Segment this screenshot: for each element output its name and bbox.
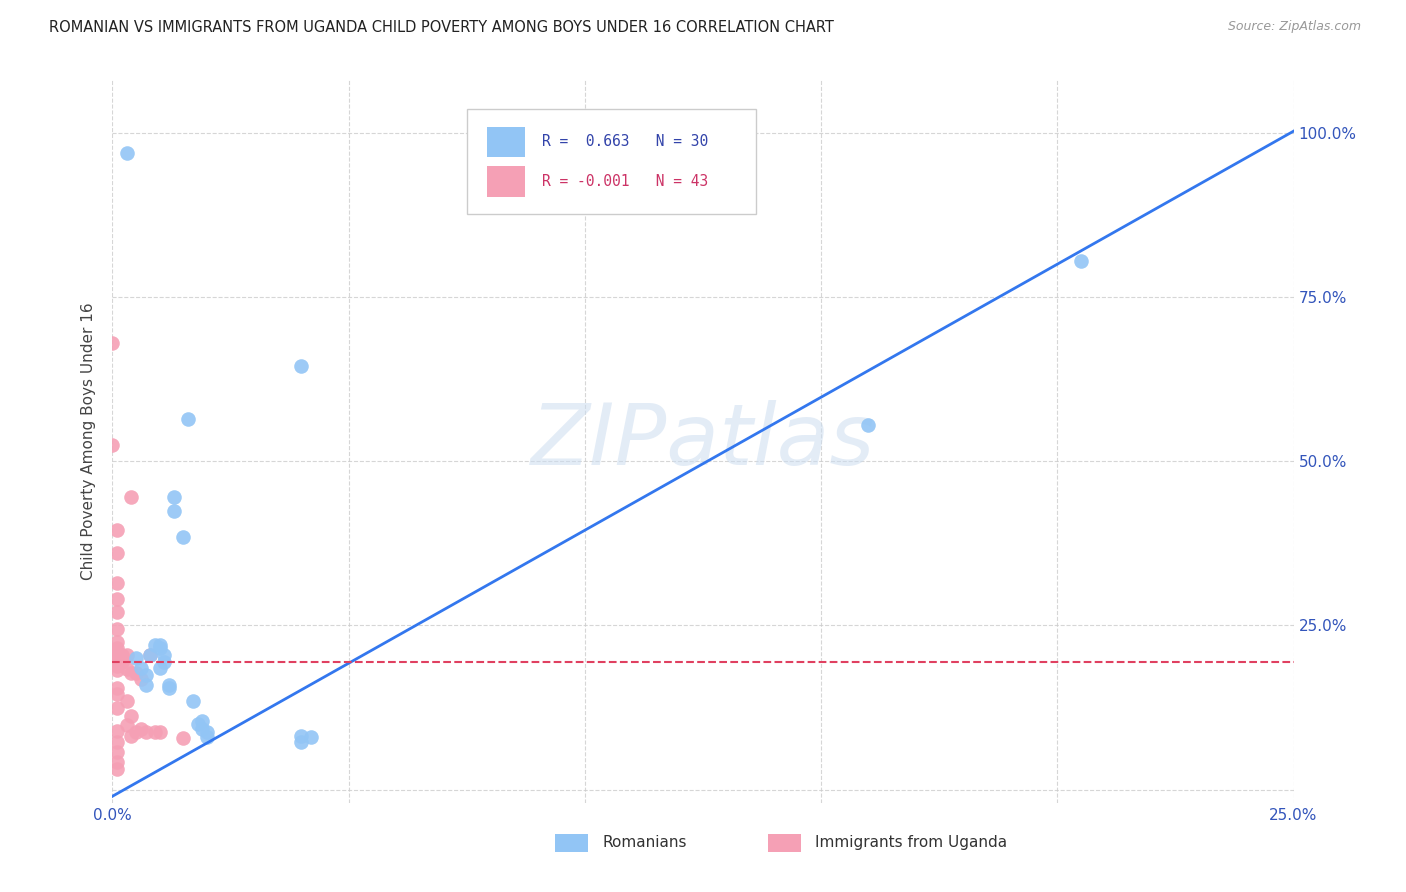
Point: [195, 730, 218, 744]
Point: [135, 667, 157, 681]
Point: [157, 681, 180, 695]
Point: [290, 729, 312, 743]
Point: [143, 638, 166, 652]
Bar: [486, 127, 524, 157]
Point: [163, 503, 186, 517]
Point: [153, 648, 176, 662]
Point: [105, 659, 128, 673]
Point: [129, 723, 152, 737]
Point: [1070, 253, 1092, 268]
Point: [129, 673, 152, 687]
Point: [149, 724, 172, 739]
Bar: [555, 834, 589, 852]
Point: [120, 665, 142, 680]
Point: [177, 411, 200, 425]
Point: [105, 546, 128, 560]
Point: [111, 648, 134, 662]
Point: [186, 717, 208, 731]
Point: [191, 714, 214, 728]
Point: [149, 661, 172, 675]
Text: Immigrants from Uganda: Immigrants from Uganda: [815, 836, 1007, 850]
Point: [120, 491, 142, 505]
Point: [105, 745, 128, 759]
Point: [149, 641, 172, 656]
FancyBboxPatch shape: [467, 109, 756, 214]
Point: [115, 663, 138, 677]
Point: [105, 681, 128, 695]
Point: [105, 655, 128, 669]
Point: [125, 651, 148, 665]
Point: [105, 735, 128, 749]
Point: [115, 648, 138, 662]
Point: [101, 336, 124, 351]
Point: [290, 735, 312, 749]
Bar: [768, 834, 801, 852]
Point: [115, 718, 138, 732]
Point: [105, 592, 128, 607]
Point: [105, 762, 128, 776]
Point: [153, 655, 176, 669]
Point: [125, 724, 148, 739]
Point: [105, 651, 128, 665]
Point: [105, 575, 128, 590]
Point: [139, 648, 162, 662]
Point: [858, 418, 880, 433]
Point: [143, 724, 166, 739]
Point: [105, 700, 128, 714]
Point: [299, 730, 322, 744]
Point: [115, 694, 138, 708]
Point: [101, 438, 124, 452]
Point: [135, 677, 157, 691]
Text: R =  0.663   N = 30: R = 0.663 N = 30: [543, 134, 709, 149]
Point: [105, 645, 128, 659]
Point: [129, 661, 152, 675]
Point: [149, 638, 172, 652]
Point: [120, 729, 142, 743]
Point: [105, 663, 128, 677]
Text: Source: ZipAtlas.com: Source: ZipAtlas.com: [1227, 20, 1361, 33]
Point: [191, 723, 214, 737]
Point: [105, 723, 128, 738]
Point: [290, 359, 312, 373]
Point: [105, 622, 128, 636]
Point: [135, 724, 157, 739]
Text: ROMANIAN VS IMMIGRANTS FROM UGANDA CHILD POVERTY AMONG BOYS UNDER 16 CORRELATION: ROMANIAN VS IMMIGRANTS FROM UGANDA CHILD…: [49, 20, 834, 35]
Point: [172, 530, 194, 544]
Text: ZIPatlas: ZIPatlas: [531, 400, 875, 483]
Point: [105, 605, 128, 619]
Point: [195, 724, 218, 739]
Point: [105, 755, 128, 769]
Point: [105, 641, 128, 656]
Point: [120, 709, 142, 723]
Point: [105, 687, 128, 701]
Point: [125, 665, 148, 680]
Point: [115, 145, 138, 160]
Point: [157, 677, 180, 691]
Point: [105, 635, 128, 649]
Text: R = -0.001   N = 43: R = -0.001 N = 43: [543, 174, 709, 189]
Point: [163, 491, 186, 505]
Point: [139, 648, 162, 662]
Point: [172, 731, 194, 746]
Point: [181, 694, 204, 708]
Text: Romanians: Romanians: [603, 836, 688, 850]
Bar: [486, 166, 524, 196]
Point: [105, 523, 128, 537]
Point: [111, 655, 134, 669]
Y-axis label: Child Poverty Among Boys Under 16: Child Poverty Among Boys Under 16: [80, 302, 96, 581]
Point: [105, 648, 128, 662]
